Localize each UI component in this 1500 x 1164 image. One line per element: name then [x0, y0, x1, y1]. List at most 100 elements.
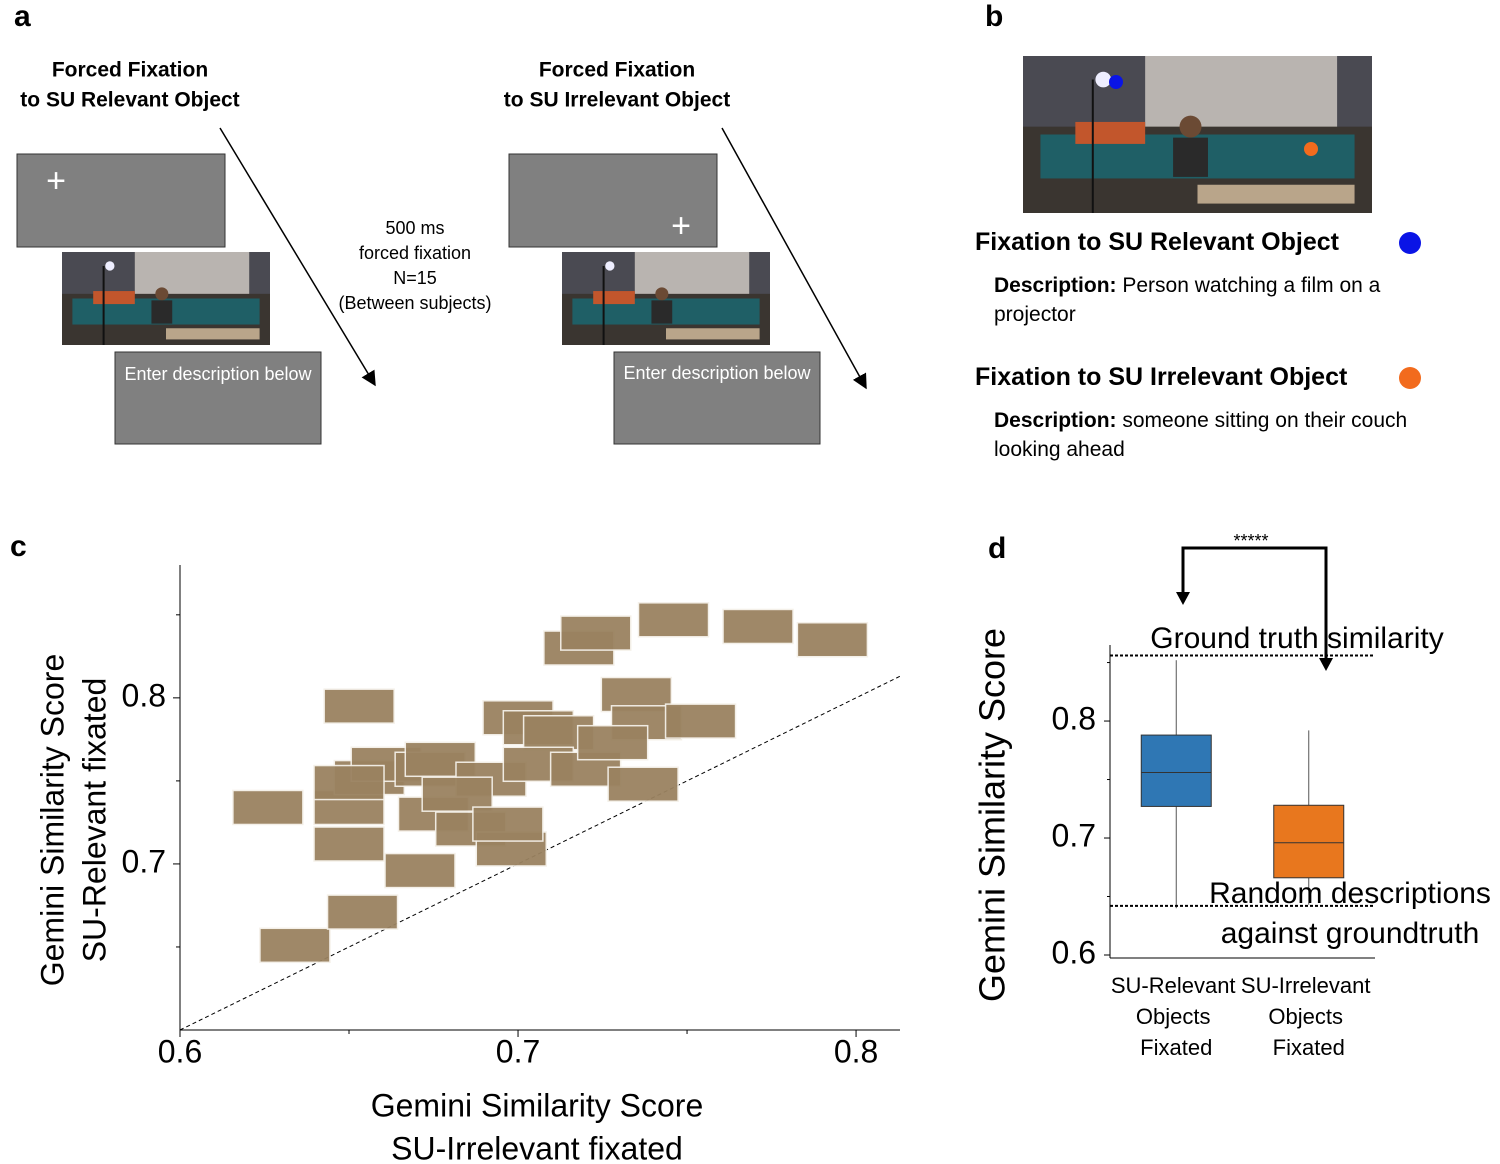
prompt-screen — [613, 351, 821, 445]
person-head — [1179, 115, 1202, 138]
thumbnail-point — [637, 602, 710, 638]
fixation-screen — [16, 153, 226, 248]
x-tick-line: SU-Relevant — [1111, 973, 1242, 998]
thumbnail-point — [313, 764, 385, 801]
item-heading: Fixation to SU Relevant Object — [975, 228, 1339, 256]
box — [1140, 734, 1212, 807]
photo — [1023, 56, 1372, 213]
fixation-cross: + — [671, 207, 691, 245]
x-tick-label: 0.6 — [158, 1033, 202, 1069]
thumbnail-point — [323, 688, 395, 724]
y-tick-label: 0.8 — [1052, 700, 1096, 736]
x-tick-label: SU-Irrelevant Objects Fixated — [1241, 973, 1377, 1060]
thumbnail-point — [421, 776, 493, 812]
reference-label: Random descriptions — [1209, 877, 1491, 910]
x-tick-line: Fixated — [1140, 1035, 1212, 1060]
panel-label: c — [10, 530, 27, 563]
fixation-dot — [1304, 142, 1318, 156]
cushions — [1075, 121, 1146, 144]
panel-label: d — [988, 532, 1006, 565]
legend-dot — [1399, 367, 1421, 389]
thumbnail-point — [384, 852, 456, 889]
prompt-text: Enter description below — [623, 363, 811, 383]
reference-label: Ground truth similarity — [1150, 622, 1443, 655]
thumbnail-point — [796, 621, 869, 658]
description-text: Person watching a film on a projector — [994, 274, 1381, 326]
x-tick-label: SU-Relevant Objects Fixated — [1111, 973, 1242, 1060]
description-label: Description: — [994, 274, 1117, 297]
legend-dot — [1399, 232, 1421, 254]
window — [134, 252, 250, 299]
thumbnail-point — [259, 927, 331, 964]
table — [166, 328, 260, 340]
thumbnail-point — [326, 894, 399, 930]
description-text: someone sitting on their couch looking a… — [994, 409, 1408, 461]
x-tick-label: 0.8 — [834, 1033, 878, 1069]
person-head — [155, 287, 169, 301]
thumbnail-point — [232, 789, 304, 826]
panel-label: b — [985, 0, 1003, 33]
y-axis-label: Gemini Similarity Score — [972, 628, 1013, 1002]
thumbnail-point — [560, 615, 632, 651]
thumbnail-point — [722, 608, 794, 645]
cushions — [593, 291, 635, 305]
x-tick-label: 0.7 — [496, 1033, 540, 1069]
arrow — [721, 127, 867, 390]
x-tick-line: Objects — [1268, 1004, 1349, 1029]
item-description: Description: someone sitting on their co… — [994, 406, 1464, 464]
person-body — [1173, 137, 1208, 177]
person-head — [655, 287, 669, 301]
person-body — [651, 300, 673, 324]
thumbnail-point — [576, 724, 649, 761]
item-description: Description: Person watching a film on a… — [994, 271, 1464, 329]
x-axis-label: Gemini Similarity Score — [371, 1087, 704, 1123]
y-axis-label: SU-Relevant fixated — [76, 678, 112, 963]
significance: ***** — [1233, 531, 1268, 551]
person-body — [151, 300, 173, 324]
significance-bracket — [1181, 546, 1328, 662]
x-axis-label: SU-Irrelevant fixated — [391, 1130, 683, 1164]
y-tick-label: 0.8 — [122, 677, 166, 713]
y-axis-label: Gemini Similarity Score — [34, 654, 70, 987]
table — [666, 328, 760, 340]
window — [634, 252, 750, 299]
projector — [1095, 71, 1112, 88]
description-label: Description: — [994, 409, 1117, 432]
condition-title: to SU Irrelevant Object — [504, 89, 730, 112]
thumbnail-point — [664, 703, 737, 739]
panel-label: a — [14, 0, 31, 33]
condition-note: (Between subjects) — [338, 293, 491, 313]
box — [1273, 804, 1345, 879]
window — [1145, 56, 1338, 135]
reference-label: against groundtruth — [1221, 917, 1480, 950]
condition-note: 500 ms — [385, 218, 444, 238]
fixation-cross: + — [46, 162, 66, 200]
condition-note: forced fixation — [359, 243, 471, 263]
prompt-text: Enter description below — [124, 364, 312, 384]
thumbnail-point — [313, 826, 385, 862]
condition-note: N=15 — [393, 268, 437, 288]
projector — [105, 261, 115, 271]
x-tick-line: Objects — [1136, 1004, 1217, 1029]
prompt-screen — [114, 351, 322, 445]
arrow — [219, 127, 376, 387]
table — [1197, 184, 1355, 204]
thumbnail-point — [607, 766, 679, 802]
thumbnail-point — [472, 806, 544, 842]
cushions — [93, 291, 135, 305]
fixation-screen — [508, 153, 718, 248]
y-tick-label: 0.7 — [122, 843, 166, 879]
y-tick-label: 0.7 — [1052, 817, 1096, 853]
fixation-dot — [1109, 75, 1123, 89]
item-heading: Fixation to SU Irrelevant Object — [975, 363, 1348, 391]
condition-title: Forced Fixation — [52, 59, 208, 82]
x-tick-line: Fixated — [1273, 1035, 1345, 1060]
x-tick-line: SU-Irrelevant — [1241, 973, 1377, 998]
condition-title: to SU Relevant Object — [20, 89, 239, 112]
y-tick-label: 0.6 — [1052, 934, 1096, 970]
photo — [562, 252, 770, 345]
photo — [62, 252, 270, 345]
condition-title: Forced Fixation — [539, 59, 695, 82]
